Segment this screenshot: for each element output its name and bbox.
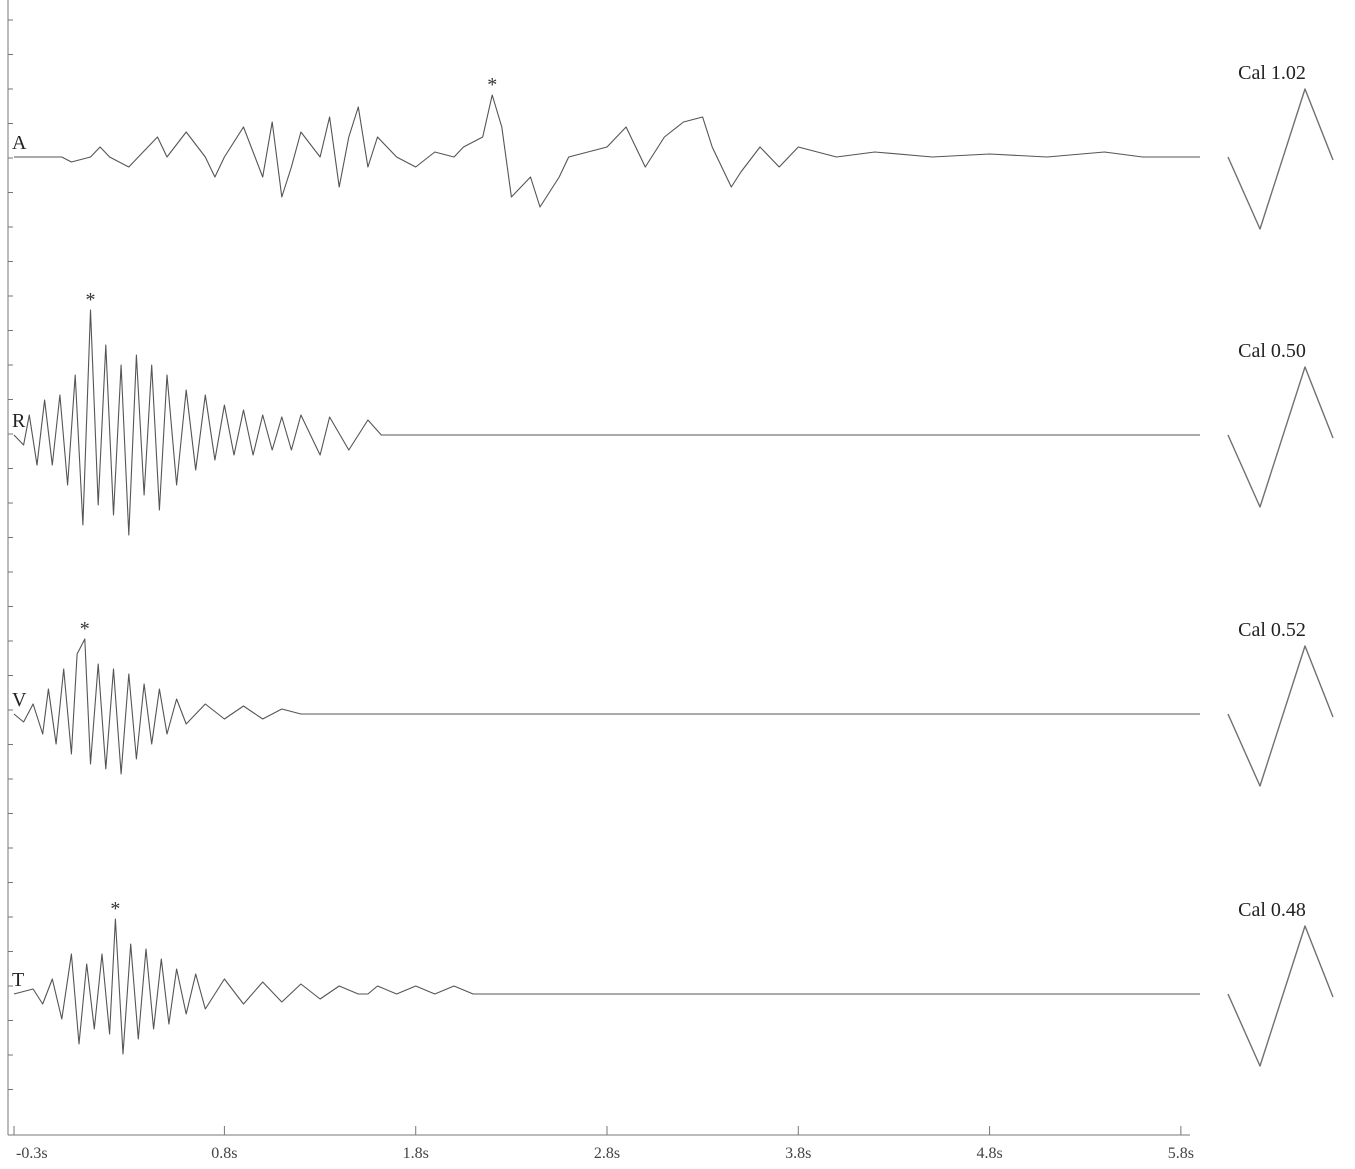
channel-label-a: A <box>12 132 27 154</box>
calibration-label-v: Cal 0.52 <box>1238 619 1306 641</box>
calibration-label-r: Cal 0.50 <box>1238 340 1306 362</box>
channel-label-t: T <box>12 969 24 991</box>
x-tick-label: -0.3s <box>16 1145 48 1162</box>
x-tick-label: 3.8s <box>785 1145 811 1162</box>
x-axis: -0.3s 0.8s 1.8s 2.8s 3.8s 4.8s 5.8s <box>8 1126 1194 1162</box>
x-tick-label: 5.8s <box>1168 1145 1194 1162</box>
calibration-pulse-t <box>1227 925 1334 1067</box>
trace-v <box>13 638 1200 775</box>
calibration-pulse-r <box>1227 366 1334 508</box>
peak-marker-r: * <box>86 289 96 311</box>
calibration-pulses: Cal 1.02 Cal 0.50 Cal 0.52 Cal 0.48 <box>1227 62 1334 1067</box>
trace-r <box>13 309 1200 536</box>
channel-label-r: R <box>12 410 26 432</box>
x-tick-label: 4.8s <box>976 1145 1002 1162</box>
peak-marker-a: * <box>487 74 497 96</box>
x-tick-label: 2.8s <box>594 1145 620 1162</box>
calibration-pulse-a <box>1227 88 1334 230</box>
peak-marker-v: * <box>80 618 90 640</box>
trace-t <box>13 918 1200 1055</box>
left-axis <box>7 0 13 1135</box>
calibration-label-a: Cal 1.02 <box>1238 62 1306 84</box>
peak-marker-t: * <box>110 898 120 920</box>
trace-a <box>14 94 1200 208</box>
x-tick-label: 1.8s <box>403 1145 429 1162</box>
channel-label-v: V <box>12 689 27 711</box>
calibration-pulse-v <box>1227 645 1334 787</box>
x-tick-label: 0.8s <box>211 1145 237 1162</box>
calibration-label-t: Cal 0.48 <box>1238 899 1306 921</box>
traces: A * R * V * T * <box>12 74 1200 1055</box>
